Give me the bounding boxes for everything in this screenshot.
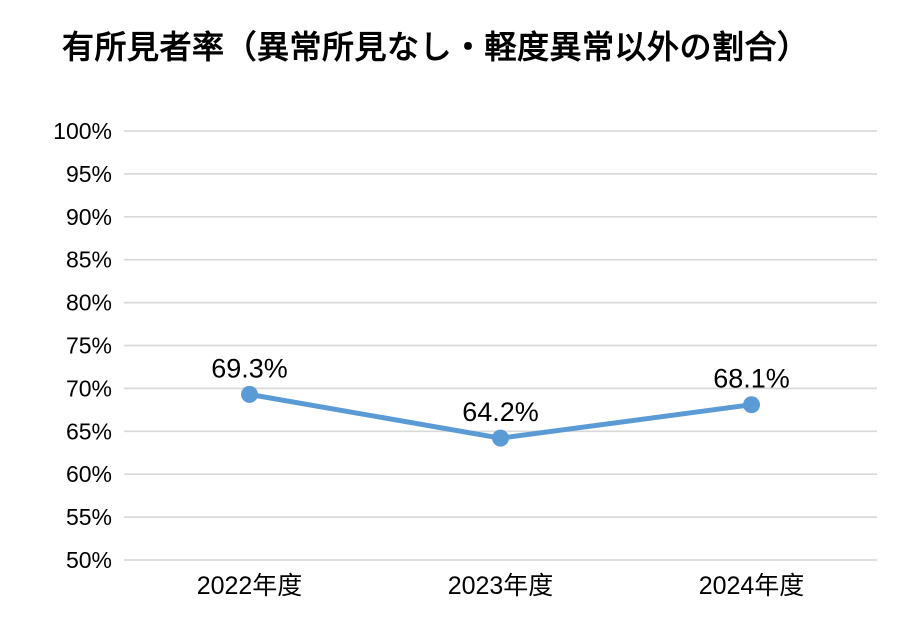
y-axis-tick-label: 75% <box>66 333 112 359</box>
y-axis-tick-label: 65% <box>66 418 112 444</box>
data-point-label: 64.2% <box>462 397 539 427</box>
data-point-label: 68.1% <box>713 364 790 394</box>
y-axis-tick-label: 90% <box>66 204 112 230</box>
chart-title: 有所見者率（異常所見なし・軽度異常以外の割合） <box>62 29 810 65</box>
data-point-marker <box>492 429 509 447</box>
x-axis-category-label: 2023年度 <box>448 572 554 600</box>
y-axis-tick-label: 85% <box>66 247 112 273</box>
y-axis-tick-label: 95% <box>66 161 112 187</box>
y-axis-tick-label: 55% <box>66 504 112 530</box>
y-axis-tick-label: 100% <box>53 118 112 144</box>
data-point-label: 69.3% <box>211 353 288 383</box>
y-axis-tick-label: 70% <box>66 375 112 401</box>
data-point-marker <box>241 385 258 403</box>
y-axis-tick-label: 80% <box>66 290 112 316</box>
x-axis-category-label: 2024年度 <box>699 572 805 600</box>
data-point-marker <box>743 396 760 414</box>
y-axis-tick-label: 60% <box>66 461 112 487</box>
y-axis-tick-label: 50% <box>66 547 112 573</box>
x-axis-category-label: 2022年度 <box>197 572 303 600</box>
